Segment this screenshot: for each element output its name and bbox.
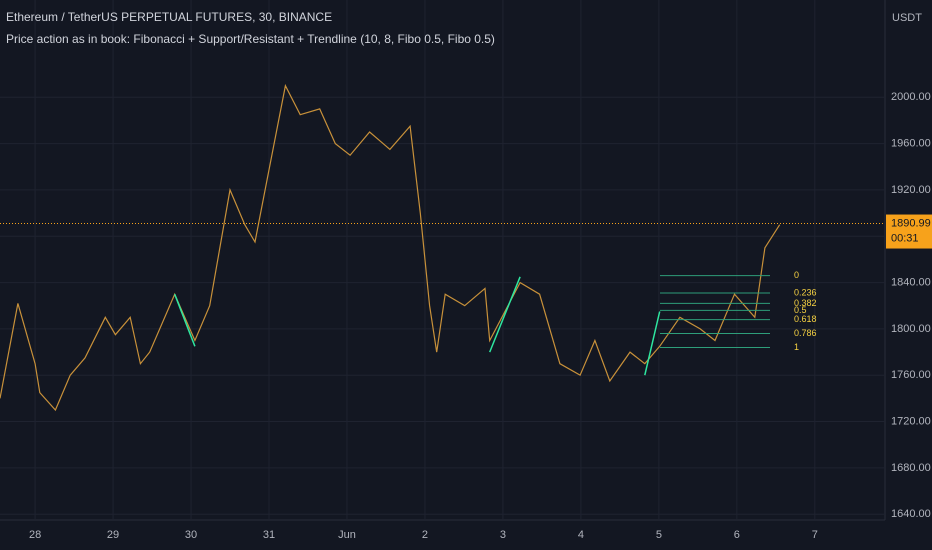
y-tick-label: 1840.00	[891, 276, 931, 288]
y-tick-label: 2000.00	[891, 91, 931, 103]
fib-label: 0.618	[794, 314, 817, 324]
fib-label: 0.236	[794, 287, 817, 297]
x-tick-label: 30	[185, 529, 197, 541]
indicator-title: Price action as in book: Fibonacci + Sup…	[6, 32, 495, 46]
last-price-label: 1890.99	[891, 217, 931, 229]
chart-title: Ethereum / TetherUS PERPETUAL FUTURES, 3…	[6, 10, 332, 24]
y-tick-label: 1680.00	[891, 462, 931, 474]
x-tick-label: 4	[578, 529, 584, 541]
price-tag	[886, 214, 932, 249]
fib-label: 0.382	[794, 298, 817, 308]
y-tick-label: 1640.00	[891, 508, 931, 520]
countdown: 00:31	[891, 232, 919, 244]
x-tick-label: 2	[422, 529, 428, 541]
fib-label: 0.786	[794, 328, 817, 338]
currency: USDT	[892, 12, 922, 24]
x-tick-label: 6	[734, 529, 740, 541]
x-tick-label: 5	[656, 529, 662, 541]
y-tick-label: 1720.00	[891, 415, 931, 427]
x-tick-label: Jun	[338, 529, 356, 541]
x-tick-label: 28	[29, 529, 41, 541]
x-tick-label: 7	[812, 529, 818, 541]
fib-label: 0	[794, 270, 799, 280]
y-tick-label: 1760.00	[891, 369, 931, 381]
fib-label: 0.5	[794, 305, 807, 315]
fib-label: 1	[794, 342, 799, 352]
x-tick-label: 29	[107, 529, 119, 541]
y-tick-label: 1920.00	[891, 184, 931, 196]
y-tick-label: 1800.00	[891, 323, 931, 335]
price-line	[0, 83, 781, 412]
y-tick-label: 1960.00	[891, 138, 931, 150]
x-tick-label: 31	[263, 529, 275, 541]
x-tick-label: 3	[500, 529, 506, 541]
